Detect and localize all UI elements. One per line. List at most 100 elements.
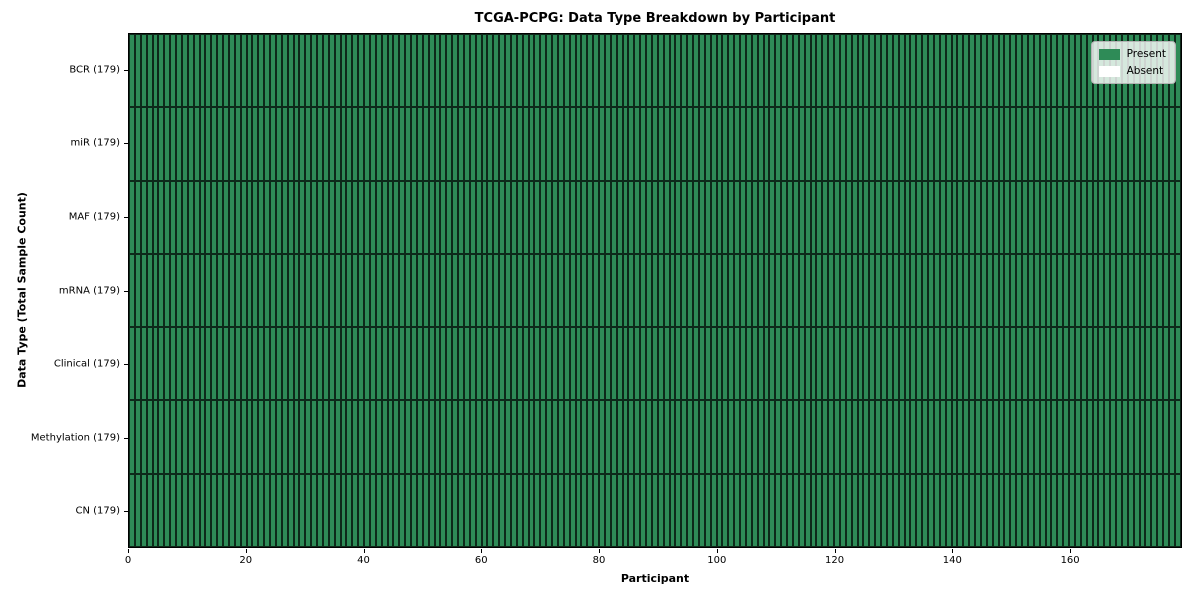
heatmap-cell (857, 473, 864, 547)
heatmap-cell (663, 473, 670, 547)
heatmap-cell (311, 253, 317, 328)
heatmap-cell (228, 327, 235, 401)
heatmap-cell (792, 180, 799, 254)
heatmap-cell (352, 473, 359, 547)
heatmap-cell (522, 473, 529, 547)
heatmap-cell (986, 400, 993, 474)
y-tick-mark (124, 290, 128, 292)
x-tick-mark (481, 549, 483, 553)
heatmap-cell (992, 107, 999, 181)
heatmap-cell (334, 400, 341, 474)
heatmap-cell (698, 253, 705, 328)
heatmap-cell (1045, 253, 1052, 328)
heatmap-cell (181, 253, 188, 328)
heatmap-cell (381, 253, 388, 328)
heatmap-cell (781, 473, 787, 547)
heatmap-cell (599, 180, 605, 254)
heatmap-cell (1004, 473, 1011, 547)
heatmap-cell (228, 180, 235, 254)
heatmap-cell (1098, 473, 1105, 547)
heatmap-cell (834, 107, 840, 181)
heatmap-cell (264, 400, 270, 474)
heatmap-cell (904, 327, 911, 401)
heatmap-cell (534, 327, 541, 401)
heatmap-cell (129, 253, 135, 328)
heatmap-cell (299, 34, 306, 108)
heatmap-cell (787, 34, 793, 108)
heatmap-cell (1039, 400, 1046, 474)
heatmap-cell (863, 107, 870, 181)
heatmap-cell (904, 180, 911, 254)
x-tick-label: 40 (357, 555, 370, 566)
heatmap-cell (704, 400, 711, 474)
heatmap-cell (693, 400, 699, 474)
heatmap-cell (393, 34, 400, 108)
heatmap-cell (810, 327, 817, 401)
heatmap-cell (751, 473, 758, 547)
heatmap-cell (722, 253, 729, 328)
heatmap-cell (998, 107, 1005, 181)
heatmap-cell (317, 180, 323, 254)
heatmap-cell (428, 327, 435, 401)
heatmap-cell (834, 253, 840, 328)
x-axis-label: Participant (620, 572, 690, 585)
heatmap-cell (1151, 180, 1158, 254)
heatmap-cell (176, 400, 182, 474)
heatmap-cell (240, 253, 247, 328)
heatmap-cell (328, 327, 335, 401)
heatmap-cell (675, 107, 682, 181)
heatmap-cell (552, 253, 558, 328)
heatmap-cell (787, 327, 793, 401)
heatmap-cell (516, 327, 523, 401)
heatmap-cell (211, 400, 218, 474)
heatmap-cell (710, 400, 717, 474)
heatmap-cell (939, 473, 946, 547)
heatmap-cell (293, 34, 300, 108)
heatmap-cell (258, 34, 265, 108)
heatmap-cell (416, 400, 423, 474)
heatmap-cell (181, 400, 188, 474)
heatmap-cell (910, 253, 917, 328)
heatmap-cell (281, 180, 288, 254)
y-tick-mark (124, 216, 128, 218)
heatmap-cell (469, 400, 476, 474)
heatmap-cell (875, 107, 881, 181)
heatmap-cell (728, 253, 735, 328)
heatmap-cell (599, 34, 605, 108)
heatmap-cell (569, 107, 576, 181)
heatmap-cell (593, 253, 599, 328)
heatmap-cell (275, 34, 282, 108)
heatmap-cell (757, 327, 764, 401)
heatmap-cell (364, 253, 370, 328)
heatmap-cell (798, 327, 805, 401)
heatmap-cell (933, 107, 940, 181)
heatmap-cell (845, 473, 852, 547)
heatmap-cell (581, 107, 588, 181)
heatmap-cell (616, 180, 623, 254)
heatmap-cell (675, 34, 682, 108)
heatmap-cell (1168, 107, 1175, 181)
heatmap-cell (546, 327, 552, 401)
heatmap-cell (411, 327, 417, 401)
heatmap-cell (469, 107, 476, 181)
heatmap-cell (951, 107, 958, 181)
heatmap-cell (405, 107, 411, 181)
heatmap-cell (610, 400, 617, 474)
heatmap-cell (434, 107, 441, 181)
heatmap-cell (434, 180, 441, 254)
heatmap-cell (863, 327, 870, 401)
heatmap-cell (205, 34, 212, 108)
heatmap-cell (1016, 473, 1022, 547)
heatmap-cell (240, 107, 247, 181)
heatmap-cell (487, 253, 494, 328)
heatmap-cell (546, 180, 552, 254)
heatmap-cell (651, 34, 658, 108)
heatmap-cell (463, 180, 470, 254)
heatmap-cell (657, 253, 664, 328)
heatmap-cell (1092, 327, 1099, 401)
heatmap-cell (763, 107, 770, 181)
heatmap-cell (886, 34, 893, 108)
heatmap-cell (892, 400, 899, 474)
heatmap-cell (745, 253, 752, 328)
heatmap-cell (293, 400, 300, 474)
